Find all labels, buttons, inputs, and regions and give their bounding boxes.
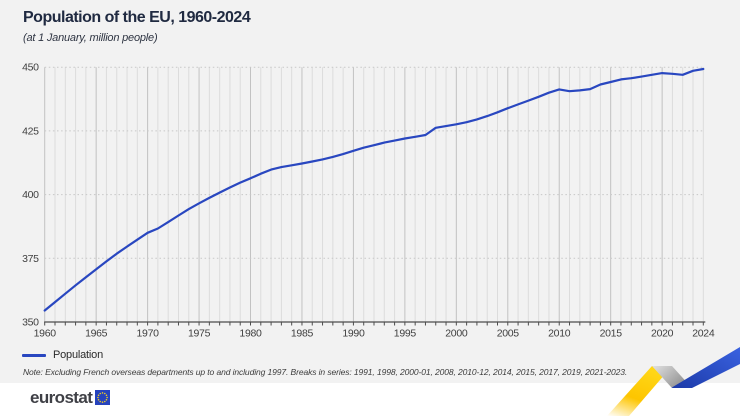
svg-text:1970: 1970 (137, 328, 160, 340)
chart-title: Population of the EU, 1960-2024 (23, 9, 251, 26)
svg-text:350: 350 (22, 317, 39, 329)
svg-text:1990: 1990 (342, 328, 365, 340)
legend: Population (22, 349, 103, 361)
svg-text:2000: 2000 (445, 328, 468, 340)
svg-text:2010: 2010 (548, 328, 571, 340)
svg-text:2015: 2015 (600, 328, 623, 340)
legend-label: Population (53, 349, 103, 361)
svg-text:425: 425 (22, 125, 39, 137)
svg-text:1980: 1980 (239, 328, 262, 340)
svg-text:375: 375 (22, 253, 39, 265)
eurostat-wordmark: eurostat (30, 388, 93, 407)
legend-line-swatch (22, 353, 46, 357)
eu-flag-icon (95, 390, 111, 405)
svg-text:2024: 2024 (692, 328, 715, 340)
footer-bar: eurostat (0, 383, 740, 416)
footnote: Note: Excluding French overseas departme… (23, 367, 628, 377)
svg-text:1960: 1960 (34, 328, 57, 340)
svg-text:450: 450 (22, 62, 39, 74)
svg-text:2005: 2005 (497, 328, 520, 340)
chart-subtitle: (at 1 January, million people) (23, 32, 158, 44)
svg-text:1965: 1965 (85, 328, 108, 340)
ribbon-zigzag-icon (607, 347, 740, 416)
svg-text:400: 400 (22, 189, 39, 201)
population-line-chart: 350 375 400 425 450 1960 1965 1970 1975 1980 1985 1… (22, 62, 715, 340)
svg-text:1975: 1975 (188, 328, 211, 340)
svg-text:1985: 1985 (291, 328, 314, 340)
svg-text:1995: 1995 (394, 328, 417, 340)
eurostat-logo: eurostat (30, 388, 111, 407)
svg-text:2020: 2020 (651, 328, 674, 340)
